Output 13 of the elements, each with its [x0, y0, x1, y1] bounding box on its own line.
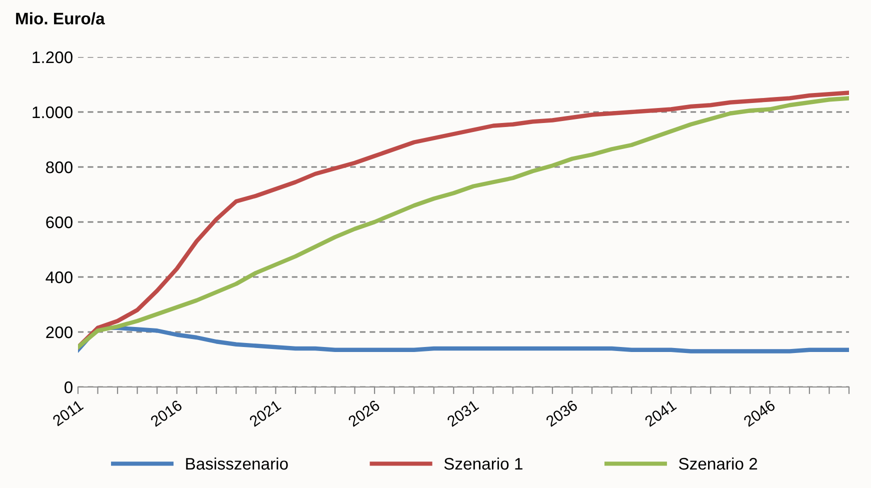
- legend-label: Szenario 2: [678, 457, 758, 470]
- y-axis-title: Mio. Euro/a: [16, 12, 105, 25]
- y-tick-label: 200: [46, 326, 72, 338]
- y-tick-label: 1.000: [32, 106, 72, 118]
- y-tick-label: 0: [64, 381, 72, 394]
- legend-label: Szenario 1: [444, 457, 522, 470]
- y-tick-label: 600: [46, 216, 72, 228]
- y-tick-label: 400: [46, 271, 72, 284]
- x-tick-label: 2011: [52, 400, 84, 426]
- y-tick-label: 800: [46, 161, 72, 174]
- legend-label: Basisszenario: [186, 457, 288, 470]
- line-series: [78, 326, 849, 354]
- y-tick-label: 1.200: [32, 51, 72, 64]
